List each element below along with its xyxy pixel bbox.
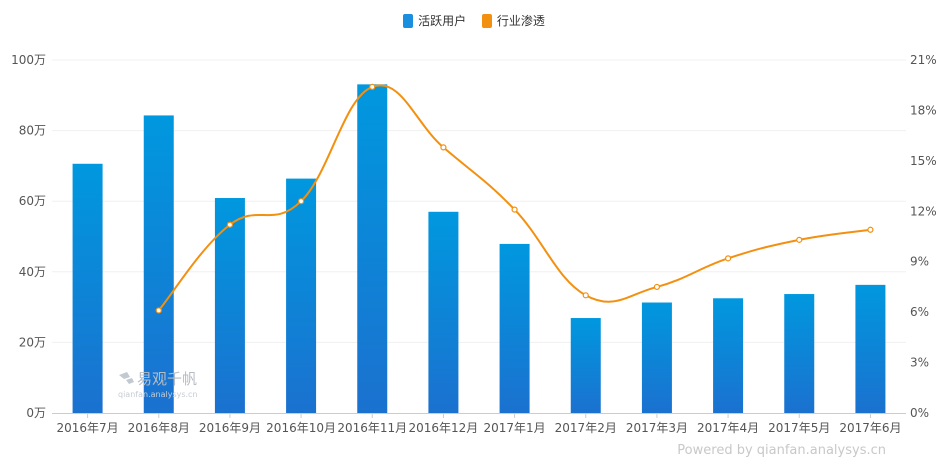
x-tick-label: 2016年7月 [56,421,118,435]
bar [641,302,672,413]
line-point [867,226,874,233]
x-tick-label: 2016年11月 [337,421,407,435]
y-left-tick-label: 40万 [19,265,46,279]
x-tick-label: 2016年10月 [266,421,336,435]
x-tick-label: 2016年12月 [409,421,479,435]
legend-label-active-users: 活跃用户 [418,14,467,28]
y-right-tick-label: 9% [910,255,929,269]
watermark-name: 易观千帆 [137,370,197,388]
x-tick-label: 2017年5月 [768,421,830,435]
line-point [155,307,162,314]
line-series-penetration [155,83,874,314]
y-left-tick-label: 80万 [19,124,46,138]
bar [570,318,601,413]
legend-item-active-users[interactable]: 活跃用户 [403,12,466,29]
y-right-tick-label: 0% [910,406,929,420]
y-right-tick-label: 15% [910,154,937,168]
x-tick-label: 2017年4月 [697,421,759,435]
watermark-url: qianfan.analysys.cn [118,390,198,399]
bar [286,178,317,413]
watermark: 易观千帆 qianfan.analysys.cn [118,370,198,399]
y-left-tick-label: 60万 [19,194,46,208]
x-tick-label: 2017年3月 [626,421,688,435]
bar [143,115,174,414]
y-right-tick-label: 12% [910,204,937,218]
legend-item-penetration[interactable]: 行业渗透 [481,12,545,29]
legend-swatch-penetration [481,13,492,28]
bar [784,294,815,413]
watermark-logo-icon [119,372,134,384]
line-point [796,236,803,243]
bar [428,211,459,413]
line-point [582,292,589,299]
bar [214,198,245,413]
bar-series-active-users [72,84,886,414]
y-right-tick-label: 18% [910,103,937,117]
legend-label-penetration: 行业渗透 [496,14,545,28]
x-tick-label: 2016年9月 [199,421,261,435]
line-point [369,83,376,90]
bar [713,298,744,413]
legend: 活跃用户 行业渗透 [0,12,948,31]
x-tick-label: 2016年8月 [128,421,190,435]
line-point [724,255,732,262]
line-point [226,221,234,228]
powered-by-credit: Powered by qianfan.analysys.cn [677,443,886,458]
line-point [440,144,447,151]
bar [357,84,388,414]
x-tick-label: 2017年2月 [555,421,617,435]
grid [52,59,906,343]
penetration-line [157,84,871,312]
line-point [511,206,518,213]
y-right-tick-label: 3% [910,356,929,370]
legend-swatch-active-users [403,13,414,28]
y-right-tick-label: 6% [910,305,929,319]
line-point [653,283,661,291]
x-tick-label: 2017年1月 [483,421,545,435]
line-point [297,198,305,205]
y-left-tick-label: 0万 [26,406,46,420]
bar [72,163,103,413]
axes: 0万 20万 40万 60万 80万 100万 0% 3% 6% 9% 12% 15% 18% 21% 20… [11,53,937,435]
y-right-tick-label: 21% [910,53,937,67]
y-left-tick-label: 20万 [19,335,46,349]
y-left-tick-label: 100万 [11,53,46,67]
bar [499,243,530,413]
bar [855,284,886,413]
x-tick-label: 2017年6月 [839,421,901,435]
